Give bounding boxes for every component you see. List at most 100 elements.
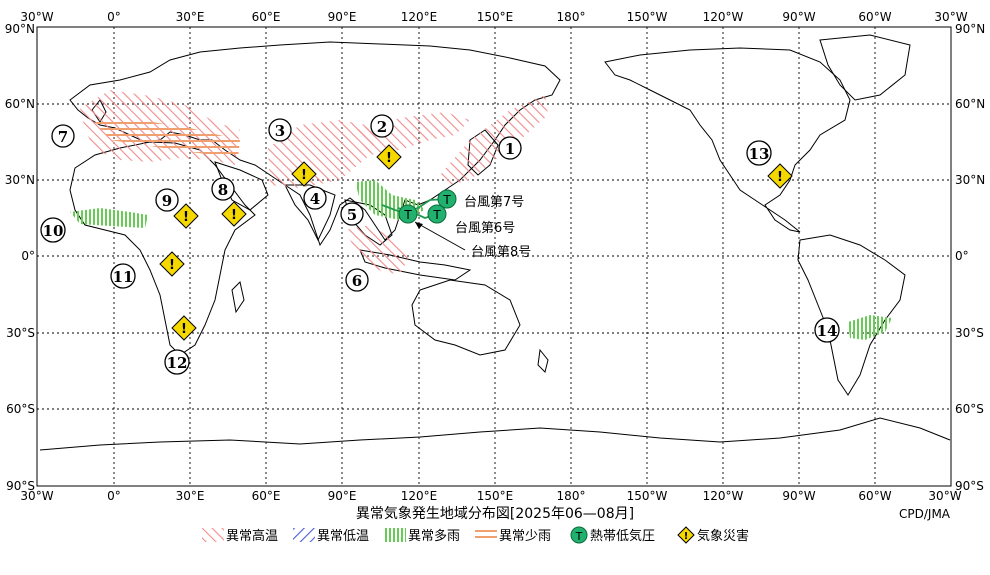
credit-label: CPD/JMA <box>899 507 951 521</box>
svg-text:!: ! <box>777 170 783 185</box>
anomaly-dry-regions <box>95 120 240 158</box>
bottom-lon-labels: 30°W 0° 30°E 60°E 90°E 120°E 150°E 180° … <box>20 489 961 503</box>
legend-disaster: ! 気象災害 <box>677 526 749 544</box>
legend-wet: 異常多雨 <box>384 528 460 544</box>
wet-region-14 <box>848 315 892 340</box>
svg-text:90°E: 90°E <box>328 489 357 503</box>
hot-region-1 <box>440 95 548 185</box>
svg-text:異常高温: 異常高温 <box>226 528 278 544</box>
svg-text:30°E: 30°E <box>176 489 205 503</box>
svg-text:T: T <box>575 530 583 543</box>
svg-text:10: 10 <box>43 222 64 240</box>
svg-text:150°E: 150°E <box>477 10 514 24</box>
region-number-badges: 1 2 3 4 5 6 7 8 9 10 11 12 13 14 <box>40 114 840 375</box>
antarctica-outline <box>39 417 951 451</box>
svg-text:異常少雨: 異常少雨 <box>499 529 551 544</box>
svg-text:13: 13 <box>749 145 770 163</box>
tropical-cyclone-icon <box>570 526 588 544</box>
legend-tc: T 熱帯低気圧 <box>570 526 655 544</box>
typhoon-7-marker: T <box>437 189 457 209</box>
svg-text:!: ! <box>231 208 237 223</box>
top-lon-labels: 30°W 0° 30°E 60°E 90°E 120°E 150°E 180° … <box>20 10 967 24</box>
region-6-badge: 6 <box>345 268 369 292</box>
svg-text:1: 1 <box>505 140 515 158</box>
svg-text:T: T <box>432 208 441 222</box>
svg-text:90°S: 90°S <box>955 479 984 493</box>
madagascar-outline <box>231 281 245 314</box>
svg-text:30°E: 30°E <box>176 10 205 24</box>
svg-text:180°: 180° <box>557 10 586 24</box>
svg-text:14: 14 <box>817 322 838 340</box>
region-1-badge: 1 <box>498 136 522 160</box>
arrow-head-icon <box>415 222 423 229</box>
svg-text:0°: 0° <box>955 249 969 263</box>
typhoon-8-marker: T <box>398 204 418 224</box>
region-13-badge: 13 <box>746 140 772 166</box>
svg-text:30°W: 30°W <box>20 10 53 24</box>
svg-text:4: 4 <box>310 190 320 208</box>
svg-text:150°W: 150°W <box>627 489 668 503</box>
left-lat-labels: 90°N 60°N 30°N 0° 30°S 60°S 90°S <box>5 22 35 493</box>
legend-cold: 異常低温 <box>293 528 369 544</box>
svg-text:90°W: 90°W <box>782 489 815 503</box>
svg-text:12: 12 <box>167 354 188 372</box>
svg-text:!: ! <box>386 151 392 166</box>
svg-text:30°S: 30°S <box>6 326 35 340</box>
warning-diamond-icon: ! <box>173 203 199 229</box>
svg-text:150°W: 150°W <box>627 10 668 24</box>
svg-text:60°E: 60°E <box>252 10 281 24</box>
svg-text:T: T <box>403 208 412 222</box>
svg-text:0°: 0° <box>107 10 121 24</box>
greenland-outline <box>819 34 911 101</box>
svg-text:60°S: 60°S <box>955 402 984 416</box>
svg-text:!: ! <box>684 531 689 542</box>
dry-region-7 <box>95 120 240 158</box>
svg-text:!: ! <box>183 210 189 225</box>
svg-text:T: T <box>442 193 451 207</box>
svg-text:0°: 0° <box>107 489 121 503</box>
svg-text:気象災害: 気象災害 <box>697 528 749 544</box>
svg-text:30°W: 30°W <box>20 489 53 503</box>
svg-text:30°W: 30°W <box>928 489 961 503</box>
typhoon-8-label: 台風第8号 <box>471 245 531 260</box>
svg-text:3: 3 <box>275 122 285 140</box>
map-title: 異常気象発生地域分布図[2025年06—08月] <box>356 506 634 522</box>
australia-outline <box>411 279 521 356</box>
svg-text:0°: 0° <box>21 249 35 263</box>
svg-text:!: ! <box>181 322 187 337</box>
warning-diamond-icon: ! <box>159 251 185 277</box>
region-2-badge: 2 <box>370 114 394 138</box>
svg-text:120°W: 120°W <box>703 489 744 503</box>
south-america-outline <box>797 234 906 396</box>
svg-text:8: 8 <box>218 181 228 199</box>
svg-text:90°E: 90°E <box>328 10 357 24</box>
warning-diamond-icon: ! <box>171 315 197 341</box>
svg-text:6: 6 <box>352 272 362 290</box>
warning-diamond-icon: ! <box>221 201 247 227</box>
svg-text:9: 9 <box>162 192 172 210</box>
warning-diamond-icon: ! <box>767 163 793 189</box>
warning-diamond-icon: ! <box>291 161 317 187</box>
wet-region-10 <box>70 208 148 228</box>
svg-text:!: ! <box>169 258 175 273</box>
svg-text:7: 7 <box>58 128 68 146</box>
right-lat-labels: 90°N 60°N 30°N 0° 30°S 60°S 90°S <box>955 22 985 493</box>
typhoon-7-label: 台風第7号 <box>464 195 524 210</box>
region-8-badge: 8 <box>211 177 235 201</box>
hot-region-6 <box>345 225 410 275</box>
warning-diamond-icon: ! <box>677 526 695 544</box>
svg-text:30°W: 30°W <box>934 10 967 24</box>
svg-text:5: 5 <box>347 206 357 224</box>
svg-text:30°N: 30°N <box>955 173 985 187</box>
typhoon-8-leader <box>414 221 466 251</box>
region-4-badge: 4 <box>303 186 327 210</box>
svg-text:60°N: 60°N <box>955 97 985 111</box>
svg-text:60°W: 60°W <box>858 10 891 24</box>
svg-text:2: 2 <box>377 118 387 136</box>
region-7-badge: 7 <box>51 124 75 148</box>
svg-text:150°E: 150°E <box>477 489 514 503</box>
typhoon-6-marker: T <box>427 204 447 224</box>
legend: 異常高温 異常低温 異常多雨 異常少雨 T 熱帯低気圧 ! 気象災害 <box>202 526 749 544</box>
svg-text:60°S: 60°S <box>6 402 35 416</box>
